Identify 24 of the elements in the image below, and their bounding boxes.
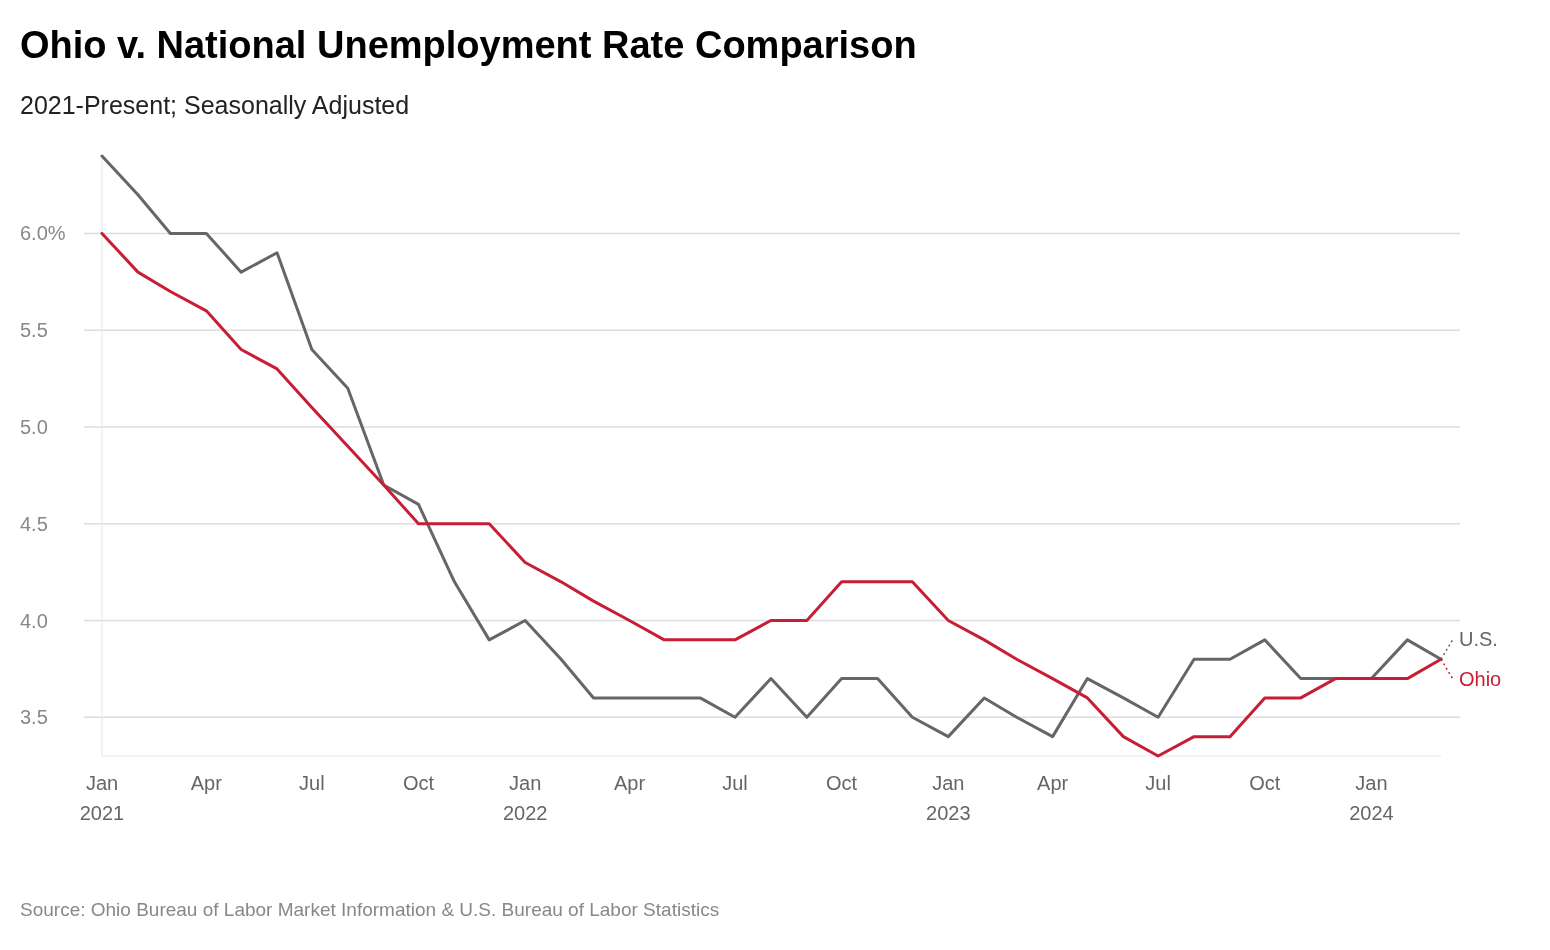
x-tick-label: Jul xyxy=(299,772,325,794)
x-tick-label: Oct xyxy=(1249,772,1281,794)
source-note: Source: Ohio Bureau of Labor Market Information & U.S. Bureau of Labor Statistics xyxy=(20,899,720,920)
y-tick-label: 4.5 xyxy=(20,512,48,535)
x-tick-label: Jan 2023 xyxy=(926,772,971,824)
x-tick-label: Apr xyxy=(190,772,223,794)
x-tick-label: Apr xyxy=(613,772,646,794)
y-tick-label: 5.5 xyxy=(20,319,48,342)
x-tick-label: Oct xyxy=(402,772,435,794)
y-tick-label: 3.5 xyxy=(20,706,48,729)
x-tick-label: Jan 2022 xyxy=(502,772,548,824)
legend-label: Ohio xyxy=(1459,668,1502,691)
legend-label: U.S. xyxy=(1459,628,1498,651)
x-tick-label: Oct xyxy=(826,772,858,794)
x-tick-label: Jul xyxy=(1145,772,1171,794)
x-tick-label: Jan 2021 xyxy=(79,772,125,824)
chart-title: Ohio v. National Unemployment Rate Comparison xyxy=(20,24,917,66)
y-tick-label: 5.0 xyxy=(20,415,48,438)
x-tick-label: Apr xyxy=(1037,772,1069,794)
x-tick-label: Jan 2024 xyxy=(1349,772,1394,824)
x-tick-label: Jul xyxy=(722,772,748,794)
chart-subtitle: 2021-Present; Seasonally Adjusted xyxy=(20,91,410,119)
y-tick-label: 6.0% xyxy=(20,222,66,245)
y-tick-label: 4.0 xyxy=(20,609,48,632)
